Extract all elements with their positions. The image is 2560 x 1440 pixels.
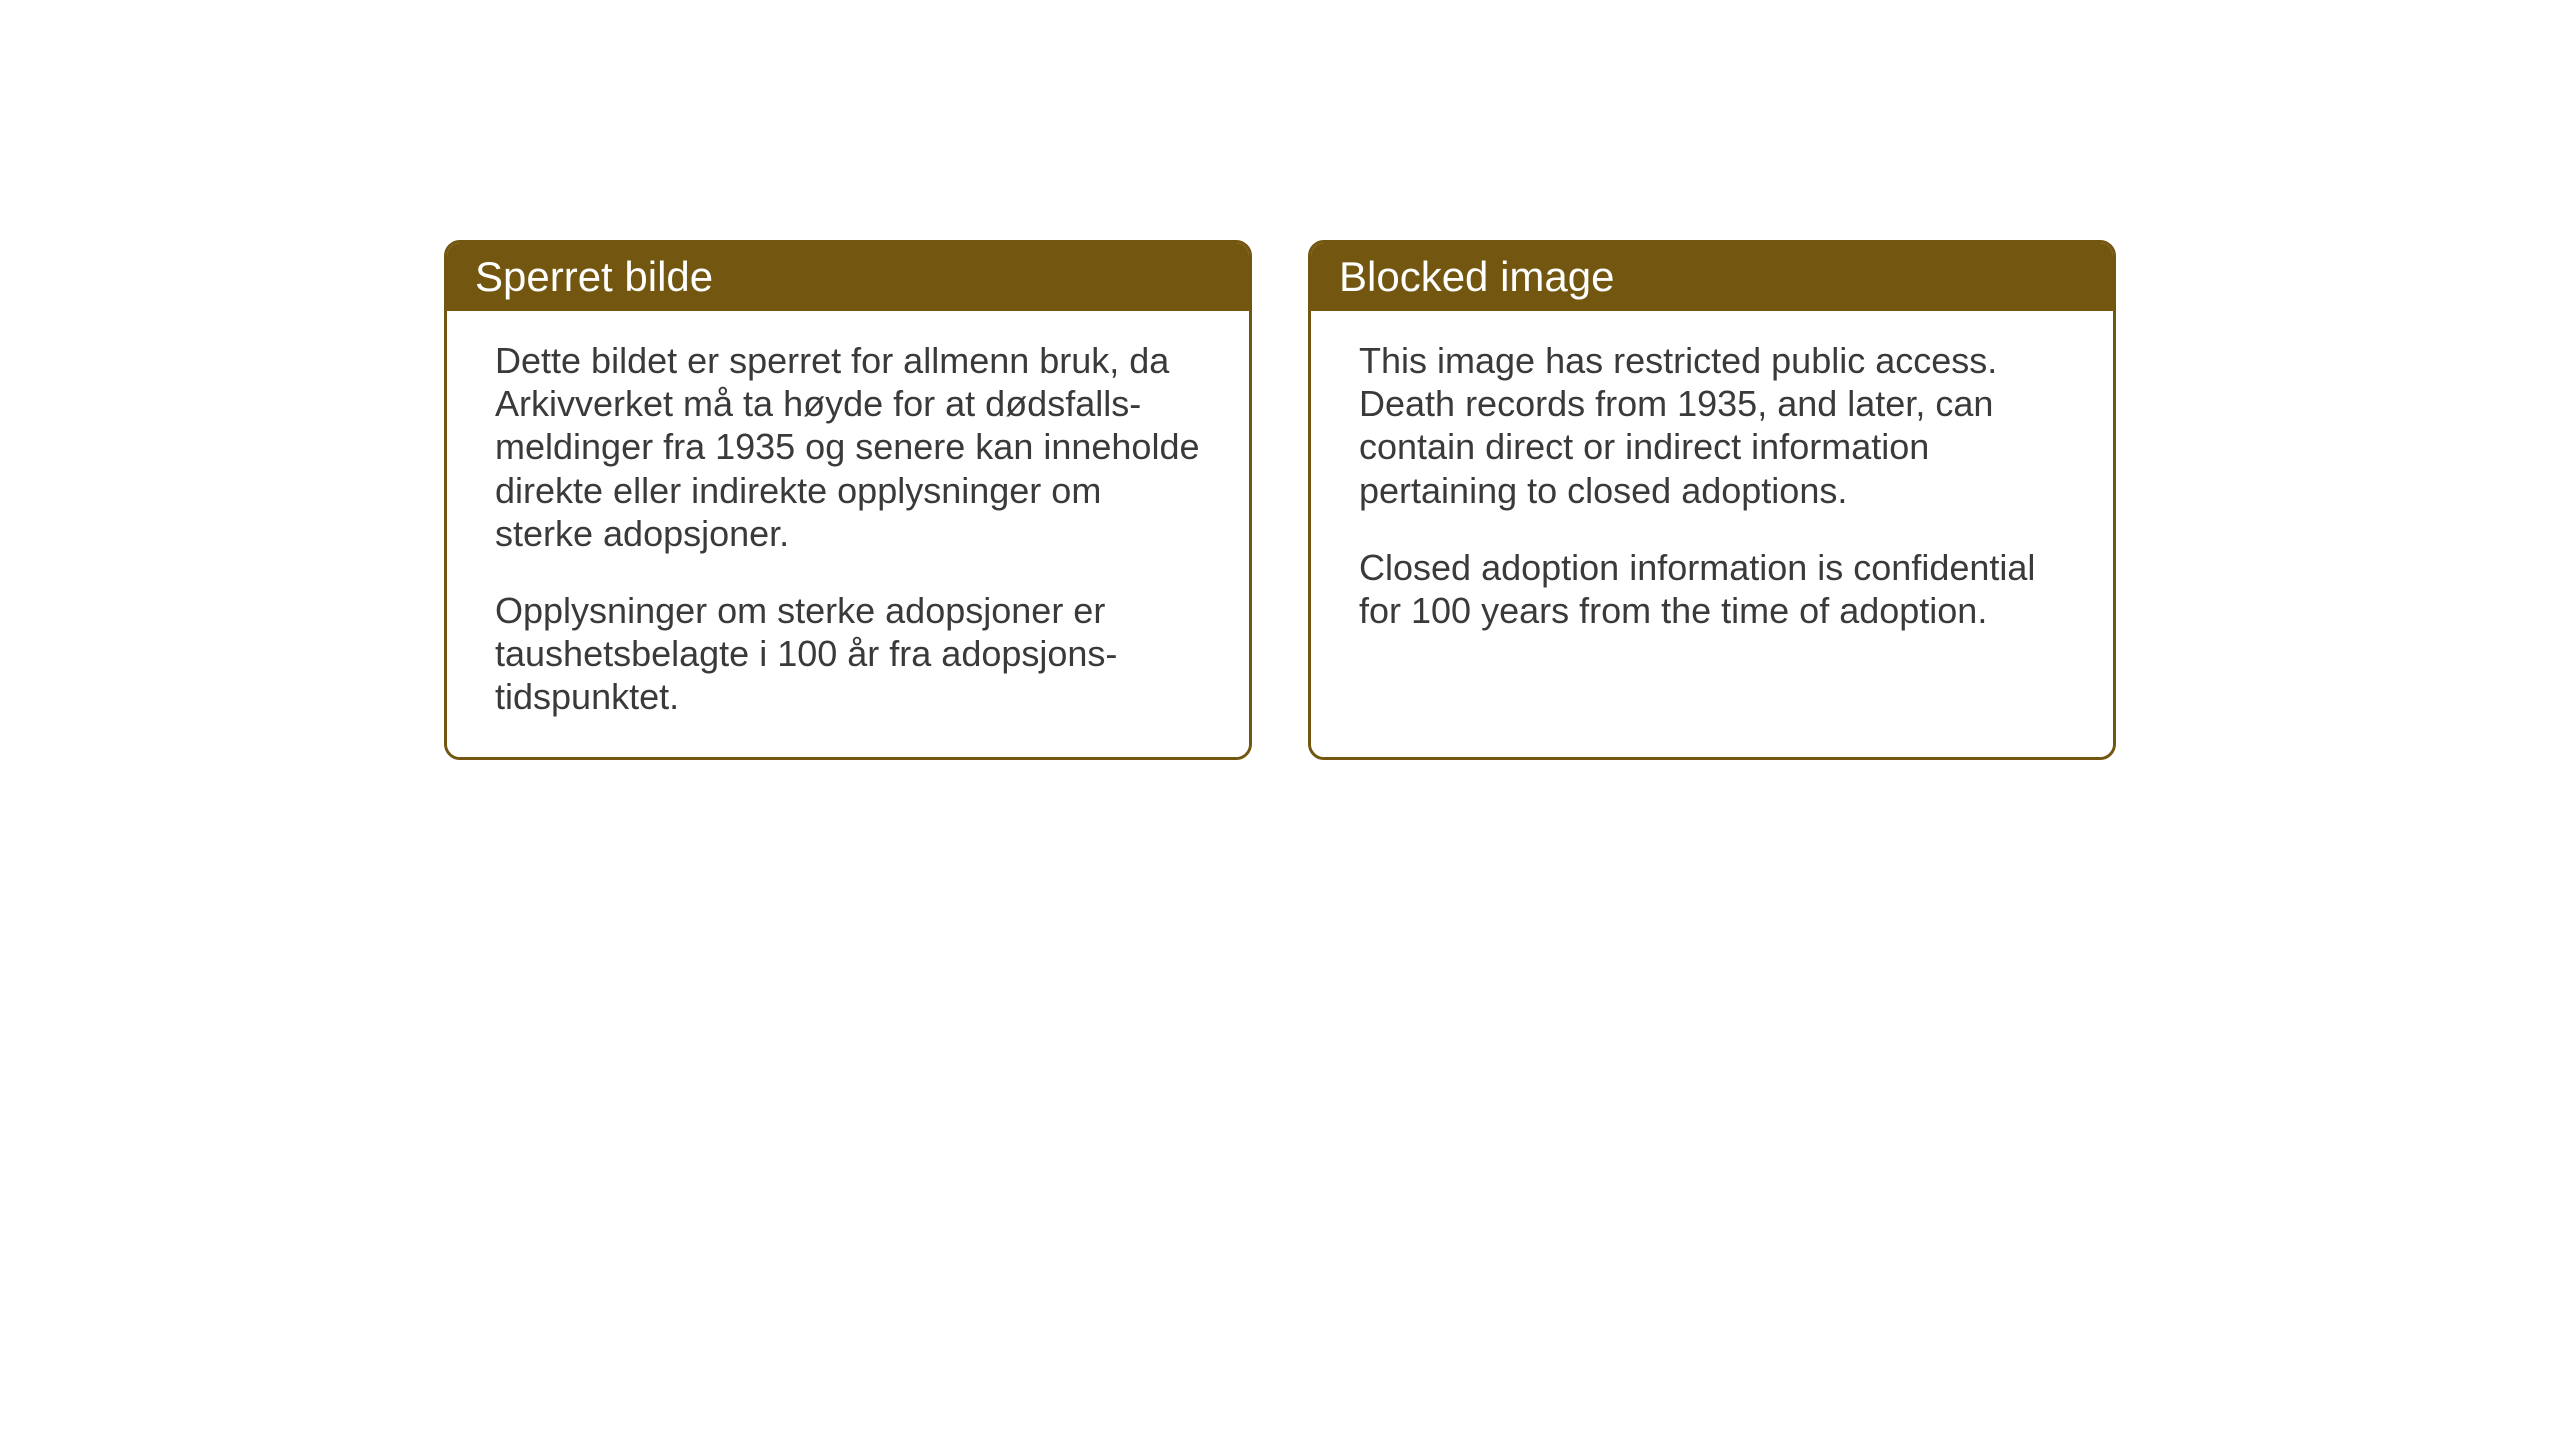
card-header-norwegian: Sperret bilde (447, 243, 1249, 311)
card-body-english: This image has restricted public access.… (1311, 311, 2113, 751)
card-paragraph: Closed adoption information is confident… (1359, 546, 2065, 632)
card-title: Blocked image (1339, 253, 1614, 300)
card-body-norwegian: Dette bildet er sperret for allmenn bruk… (447, 311, 1249, 757)
card-paragraph: Opplysninger om sterke adopsjoner er tau… (495, 589, 1201, 719)
notice-card-norwegian: Sperret bilde Dette bildet er sperret fo… (444, 240, 1252, 760)
card-paragraph: This image has restricted public access.… (1359, 339, 2065, 512)
notice-card-english: Blocked image This image has restricted … (1308, 240, 2116, 760)
notice-container: Sperret bilde Dette bildet er sperret fo… (444, 240, 2116, 760)
card-title: Sperret bilde (475, 253, 713, 300)
card-header-english: Blocked image (1311, 243, 2113, 311)
card-paragraph: Dette bildet er sperret for allmenn bruk… (495, 339, 1201, 555)
